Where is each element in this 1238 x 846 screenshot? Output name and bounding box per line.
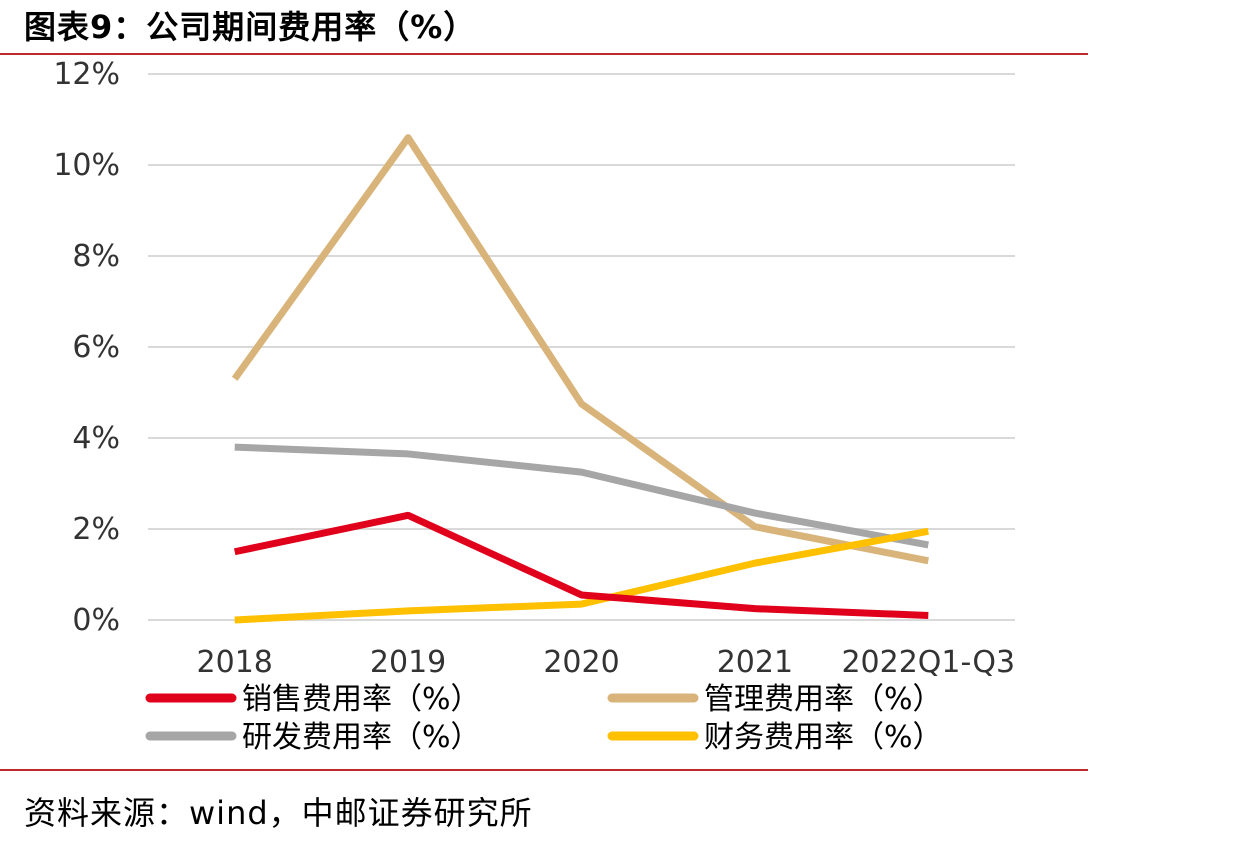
y-tick-label: 8% (72, 239, 120, 274)
series-line-1 (233, 511, 929, 619)
x-tick-label: 2019 (370, 645, 446, 680)
legend: 销售费用率（%） 管理费用率（%） 研发费用率（%） 财务费用率（%） (145, 682, 943, 755)
x-tick-label: 2022Q1-Q3 (841, 645, 1015, 680)
chart-title: 图表9：公司期间费用率（%） (24, 8, 477, 46)
x-axis-ticks: 2018 2019 2020 2021 2022Q1-Q3 (197, 645, 1016, 680)
y-tick-label: 10% (53, 148, 120, 183)
x-tick-label: 2021 (717, 645, 793, 680)
y-tick-label: 4% (72, 421, 120, 456)
y-axis-ticks: 0% 2% 4% 6% 8% 10% 12% (53, 57, 120, 638)
legend-label: 销售费用率（%） (242, 682, 481, 717)
legend-label: 财务费用率（%） (704, 720, 943, 755)
y-tick-label: 2% (72, 512, 120, 547)
source-note: 资料来源：wind，中邮证券研究所 (24, 794, 533, 832)
y-tick-label: 12% (53, 57, 120, 92)
series-line-3 (234, 443, 929, 549)
y-tick-label: 0% (72, 603, 120, 638)
series-lines (231, 134, 929, 624)
header-divider (0, 53, 1088, 55)
footer-divider (0, 769, 1088, 771)
x-tick-label: 2018 (197, 645, 273, 680)
x-tick-label: 2020 (543, 645, 619, 680)
series-line-2 (231, 134, 929, 565)
legend-label: 研发费用率（%） (242, 720, 481, 755)
gridlines (148, 73, 1015, 621)
legend-label: 管理费用率（%） (704, 682, 943, 717)
y-tick-label: 6% (72, 330, 120, 365)
series-line-4 (234, 527, 929, 624)
